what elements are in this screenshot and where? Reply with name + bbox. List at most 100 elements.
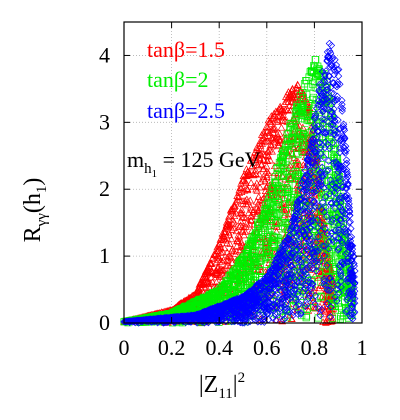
data-point bbox=[334, 234, 342, 242]
data-point bbox=[262, 299, 271, 308]
data-point bbox=[327, 303, 335, 311]
data-point bbox=[304, 278, 312, 286]
data-point bbox=[259, 193, 268, 201]
data-point bbox=[331, 184, 340, 192]
data-point bbox=[290, 197, 298, 205]
legend-entry-series-3: tanβ=2.5 bbox=[147, 98, 225, 123]
data-point bbox=[331, 56, 339, 64]
data-point bbox=[322, 281, 330, 289]
data-point bbox=[331, 67, 339, 75]
data-point bbox=[270, 266, 279, 274]
data-point bbox=[287, 252, 296, 260]
data-point bbox=[226, 304, 235, 312]
data-point bbox=[256, 139, 264, 147]
data-point bbox=[303, 90, 311, 99]
data-point bbox=[299, 94, 307, 102]
data-point bbox=[306, 240, 314, 248]
data-point bbox=[187, 318, 195, 326]
data-point bbox=[298, 147, 306, 155]
data-point bbox=[240, 212, 248, 220]
data-point bbox=[292, 224, 300, 232]
data-point bbox=[323, 299, 331, 308]
data-point bbox=[252, 197, 261, 205]
data-point bbox=[338, 107, 346, 115]
data-point bbox=[263, 147, 272, 155]
data-point bbox=[243, 201, 251, 209]
data-point bbox=[292, 232, 301, 240]
data-point bbox=[339, 120, 348, 128]
data-point bbox=[241, 305, 249, 314]
data-point bbox=[271, 267, 280, 275]
data-point bbox=[296, 160, 304, 168]
data-point bbox=[345, 241, 354, 250]
data-point bbox=[261, 244, 269, 252]
data-point bbox=[299, 141, 307, 149]
data-point bbox=[341, 142, 350, 150]
data-point bbox=[311, 55, 319, 64]
data-point bbox=[283, 130, 291, 138]
data-point bbox=[321, 191, 330, 199]
data-point bbox=[264, 131, 273, 139]
data-point bbox=[275, 283, 283, 291]
data-point bbox=[329, 89, 338, 98]
data-point bbox=[249, 233, 257, 241]
data-point bbox=[227, 286, 235, 294]
data-point bbox=[246, 220, 254, 228]
data-point bbox=[338, 183, 347, 192]
data-point bbox=[335, 165, 343, 174]
data-point bbox=[271, 124, 279, 131]
data-point bbox=[336, 250, 345, 258]
data-point bbox=[317, 182, 325, 190]
data-point bbox=[269, 264, 277, 273]
data-point bbox=[325, 286, 333, 295]
data-point bbox=[308, 80, 317, 88]
x-tick-label: 0.6 bbox=[253, 335, 281, 360]
data-point bbox=[263, 183, 271, 191]
data-point bbox=[285, 102, 294, 109]
data-point bbox=[291, 218, 299, 227]
data-point bbox=[316, 267, 324, 274]
data-point bbox=[248, 286, 256, 294]
data-point bbox=[269, 137, 278, 145]
data-point bbox=[336, 267, 344, 276]
data-point bbox=[337, 103, 345, 112]
data-point bbox=[328, 215, 336, 224]
data-point bbox=[289, 216, 298, 224]
data-point bbox=[217, 248, 225, 256]
data-point bbox=[202, 283, 211, 291]
data-point bbox=[259, 277, 268, 285]
data-point bbox=[303, 305, 311, 313]
mass-annotation-text: = 125 GeV bbox=[157, 147, 261, 172]
data-point bbox=[281, 168, 289, 176]
data-point bbox=[320, 129, 329, 137]
data-point bbox=[206, 259, 214, 267]
data-point bbox=[300, 301, 309, 309]
mass-annotation-sub: h bbox=[144, 161, 152, 177]
data-point bbox=[337, 262, 345, 271]
data-point bbox=[345, 200, 353, 208]
data-point bbox=[268, 147, 276, 155]
data-point bbox=[324, 257, 332, 265]
data-point bbox=[246, 310, 255, 318]
data-point bbox=[310, 258, 318, 266]
data-point bbox=[319, 126, 327, 134]
data-point bbox=[304, 178, 313, 186]
data-point bbox=[237, 205, 246, 213]
data-point bbox=[249, 153, 257, 161]
data-point bbox=[331, 204, 339, 212]
data-point bbox=[234, 237, 243, 245]
data-point bbox=[202, 268, 211, 276]
data-point bbox=[321, 273, 330, 281]
data-point bbox=[337, 216, 345, 225]
data-point bbox=[205, 269, 213, 277]
data-point bbox=[296, 91, 304, 100]
data-point bbox=[230, 201, 238, 209]
data-point bbox=[263, 206, 271, 214]
data-point bbox=[290, 274, 299, 282]
data-point bbox=[208, 311, 217, 320]
data-point bbox=[341, 192, 350, 200]
data-point bbox=[285, 173, 293, 181]
data-point bbox=[228, 258, 237, 266]
data-point bbox=[259, 134, 268, 141]
data-point bbox=[256, 156, 264, 164]
